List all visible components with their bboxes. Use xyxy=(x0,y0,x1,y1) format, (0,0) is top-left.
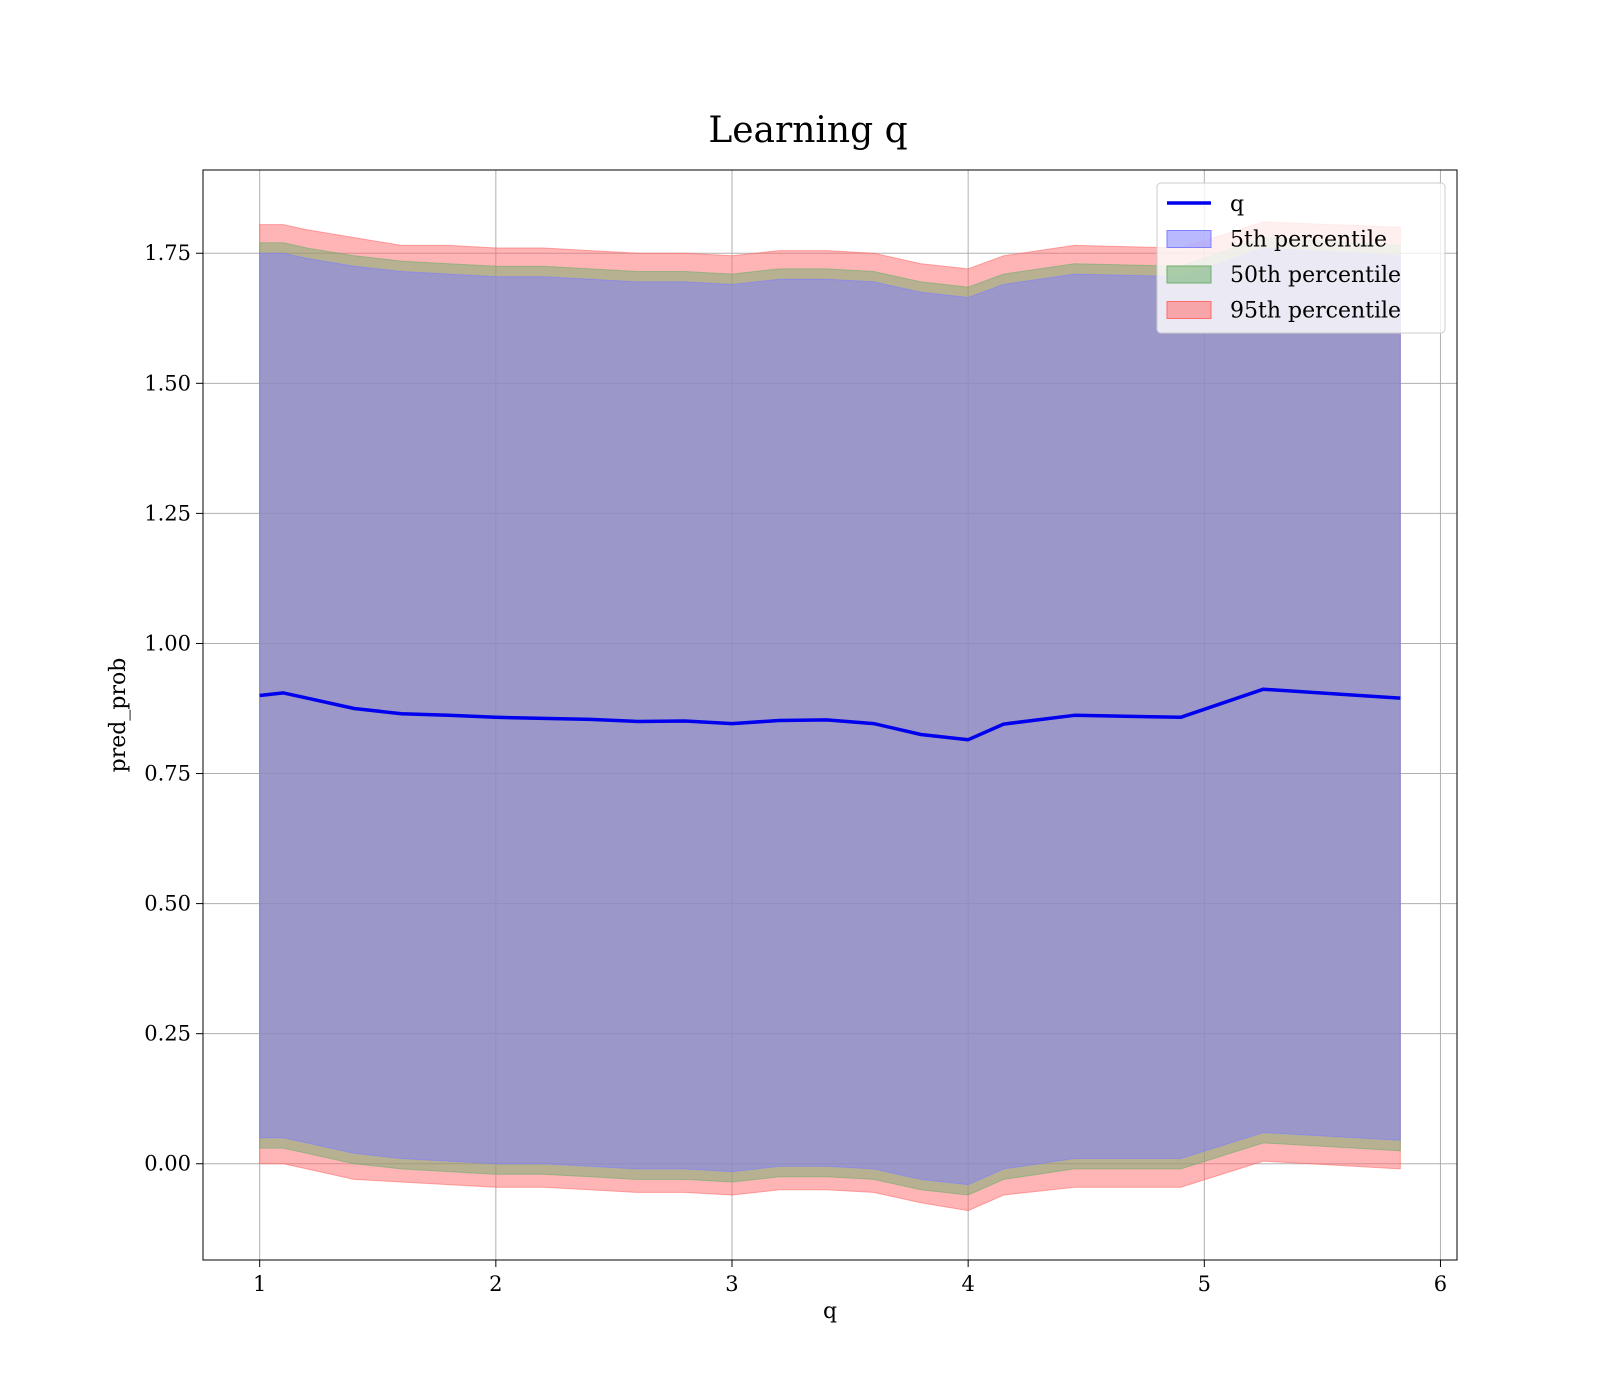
y-tick-label-4: 1.00 xyxy=(144,631,191,655)
legend-swatch-95th-percentile xyxy=(1166,301,1212,319)
legend-swatch-5th-percentile xyxy=(1166,230,1212,248)
legend-label-5th-percentile: 5th percentile xyxy=(1230,228,1387,253)
line-series-q xyxy=(259,687,1401,742)
x-axis-ticks: 1 2 3 4 5 6 xyxy=(253,1260,1447,1296)
legend-label-q: q xyxy=(1230,192,1244,217)
y-tick-label-2: 0.50 xyxy=(144,892,191,916)
legend-swatch-50th-percentile xyxy=(1166,265,1212,284)
x-tick-label-1: 2 xyxy=(489,1272,502,1296)
y-tick-label-7: 1.75 xyxy=(144,241,191,265)
y-tick-label-0: 0.00 xyxy=(144,1152,191,1176)
legend: q 5th percentile 50th percentile 95th perce… xyxy=(1156,182,1446,334)
y-tick-label-3: 0.75 xyxy=(144,762,191,786)
x-tick-label-2: 3 xyxy=(725,1272,738,1296)
plot-frame xyxy=(202,169,1458,1261)
legend-label-50th-percentile: 50th percentile xyxy=(1230,263,1401,288)
legend-box xyxy=(1156,182,1446,334)
x-tick-label-4: 5 xyxy=(1198,1272,1211,1296)
chart-title: Learning q xyxy=(708,110,907,151)
series-lines xyxy=(259,687,1401,742)
legend-label-95th-percentile: 95th percentile xyxy=(1230,299,1401,324)
y-axis-ticks: 0.00 0.25 0.50 0.75 1.00 1.25 1.50 1.75 xyxy=(144,241,203,1176)
x-axis-label: q xyxy=(823,1299,837,1324)
bands xyxy=(259,221,1401,1212)
y-tick-label-6: 1.50 xyxy=(144,371,191,395)
y-tick-label-5: 1.25 xyxy=(144,501,191,525)
band-5th-percentile xyxy=(259,247,1401,1186)
x-tick-label-5: 6 xyxy=(1434,1272,1447,1296)
x-tick-label-0: 1 xyxy=(253,1272,266,1296)
x-tick-label-3: 4 xyxy=(961,1272,974,1296)
y-axis-label: pred_prob xyxy=(106,658,131,773)
y-tick-label-1: 0.25 xyxy=(144,1022,191,1046)
